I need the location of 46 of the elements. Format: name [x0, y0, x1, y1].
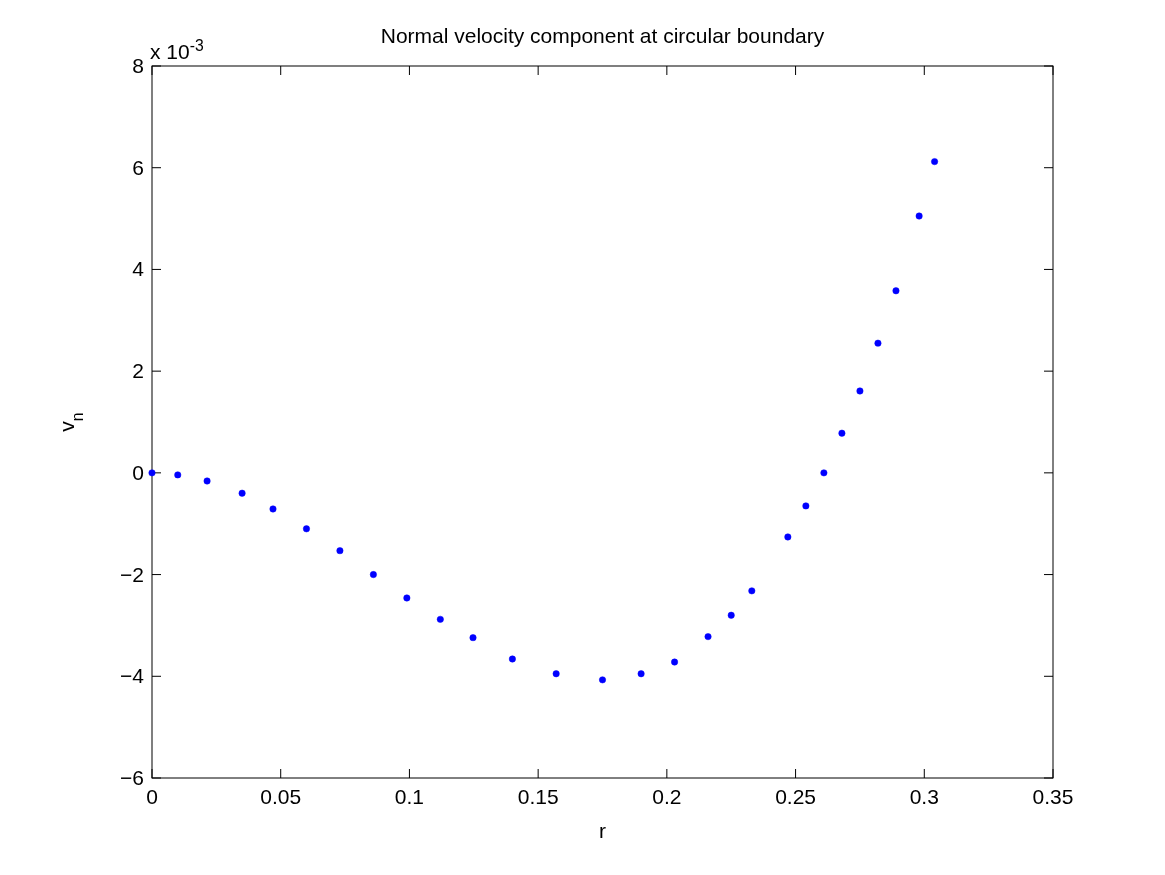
text: x 10$^{-3}$	[150, 36, 204, 63]
point	[671, 658, 679, 666]
point	[174, 471, 182, 479]
y-tick-label: −4	[120, 664, 145, 688]
y-tick-label: 4	[132, 257, 145, 281]
point	[269, 505, 277, 513]
point	[508, 655, 516, 663]
point	[469, 634, 477, 642]
point	[820, 469, 828, 477]
point	[838, 429, 846, 437]
x-tick-label: 0.05	[260, 785, 302, 808]
point	[148, 469, 156, 477]
point	[892, 287, 900, 295]
y-tick-label: 2	[132, 359, 144, 383]
chart-title: Normal velocity component at circular boundary	[380, 24, 825, 47]
point	[802, 502, 810, 510]
x-tick-label: 0.15	[517, 785, 559, 808]
x-tick-label: 0.3	[909, 785, 939, 808]
y-tick-label: −6	[120, 766, 144, 789]
x-tick-label: 0.35	[1032, 785, 1074, 808]
point	[336, 547, 344, 555]
point	[637, 670, 645, 678]
point	[203, 477, 211, 485]
point	[369, 571, 377, 579]
point	[784, 533, 792, 541]
x-axis-title: r	[599, 819, 606, 842]
point	[727, 611, 735, 619]
y-tick-label: 0	[132, 460, 144, 484]
point	[403, 594, 411, 602]
point	[436, 615, 444, 623]
point	[931, 158, 939, 166]
point	[238, 489, 246, 497]
point	[874, 339, 882, 347]
y-tick-label: 6	[132, 155, 144, 179]
point	[856, 387, 864, 395]
point	[915, 212, 923, 220]
x-tick-label: 0.2	[652, 785, 682, 808]
x-tick-label: 0.25	[775, 785, 817, 808]
point	[303, 525, 310, 533]
point	[552, 670, 560, 678]
x-tick-label: 0.1	[394, 785, 425, 808]
point	[704, 633, 712, 641]
y-tick-label: −2	[120, 562, 144, 586]
point	[599, 676, 606, 684]
y-tick-label: 8	[132, 54, 144, 77]
point	[748, 587, 756, 595]
